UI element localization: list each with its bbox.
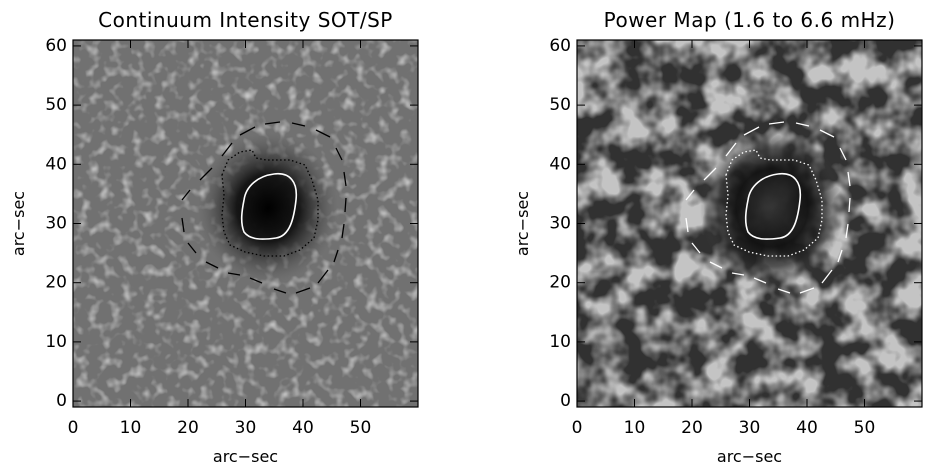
y-tick-label: 0 bbox=[560, 391, 571, 411]
chart-title: Continuum Intensity SOT/SP bbox=[98, 8, 393, 32]
image bbox=[73, 40, 418, 407]
x-tick-label: 40 bbox=[796, 418, 818, 438]
y-tick-label: 50 bbox=[45, 95, 67, 115]
panel: 0 10 20 30 40 50 0 10 20 30 40 50 60 Power Map (1.6 t… bbox=[513, 8, 923, 466]
y-axis-label: arc−sec bbox=[9, 191, 28, 256]
chart-title: Power Map (1.6 to 6.6 mHz) bbox=[604, 8, 896, 32]
y-tick-label: 30 bbox=[45, 214, 67, 234]
x-tick-label: 30 bbox=[739, 418, 761, 438]
contour-outer bbox=[181, 121, 347, 294]
x-tick-label: 50 bbox=[350, 418, 372, 438]
x-axis-label: arc−sec bbox=[213, 447, 278, 466]
contour-outer bbox=[685, 121, 851, 294]
panel: 0 10 20 30 40 50 0 10 20 30 40 50 60 Continuum Intens… bbox=[9, 8, 419, 466]
contour-inner bbox=[744, 173, 802, 240]
y-tick-label: 30 bbox=[549, 214, 571, 234]
x-tick-label: 10 bbox=[624, 418, 646, 438]
y-axis-label: arc−sec bbox=[513, 191, 532, 256]
x-axis-label: arc−sec bbox=[717, 447, 782, 466]
contour-inner bbox=[240, 173, 298, 240]
x-tick-label: 50 bbox=[854, 418, 876, 438]
x-tick-label: 20 bbox=[177, 418, 199, 438]
x-tick-label: 30 bbox=[235, 418, 257, 438]
x-tick-label: 0 bbox=[68, 418, 79, 438]
x-tick-label: 20 bbox=[681, 418, 703, 438]
y-tick-label: 10 bbox=[549, 332, 571, 352]
y-tick-label: 60 bbox=[549, 36, 571, 56]
spot bbox=[198, 133, 338, 283]
y-tick-label: 20 bbox=[45, 273, 67, 293]
y-tick-label: 50 bbox=[549, 95, 571, 115]
spot bbox=[700, 130, 844, 286]
y-tick-label: 60 bbox=[45, 36, 67, 56]
image bbox=[577, 40, 922, 407]
y-tick-label: 10 bbox=[45, 332, 67, 352]
y-tick-label: 40 bbox=[45, 154, 67, 174]
y-tick-label: 20 bbox=[549, 273, 571, 293]
x-tick-label: 10 bbox=[120, 418, 142, 438]
x-tick-label: 0 bbox=[572, 418, 583, 438]
y-tick-label: 40 bbox=[549, 154, 571, 174]
x-tick-label: 40 bbox=[292, 418, 314, 438]
y-tick-label: 0 bbox=[56, 391, 67, 411]
